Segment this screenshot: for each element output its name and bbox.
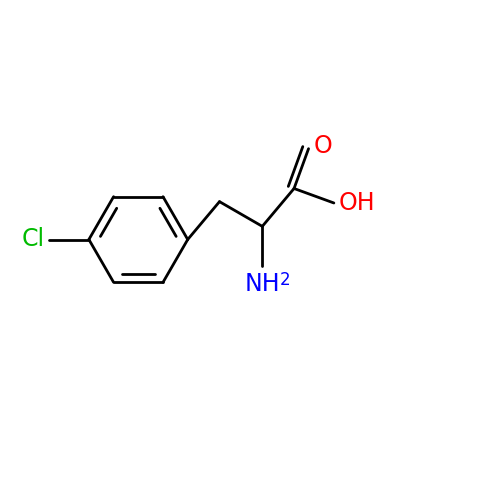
Text: NH: NH xyxy=(244,272,280,296)
Text: Cl: Cl xyxy=(22,228,45,251)
Text: O: O xyxy=(313,134,332,159)
Text: OH: OH xyxy=(339,191,375,215)
Text: 2: 2 xyxy=(280,271,291,289)
